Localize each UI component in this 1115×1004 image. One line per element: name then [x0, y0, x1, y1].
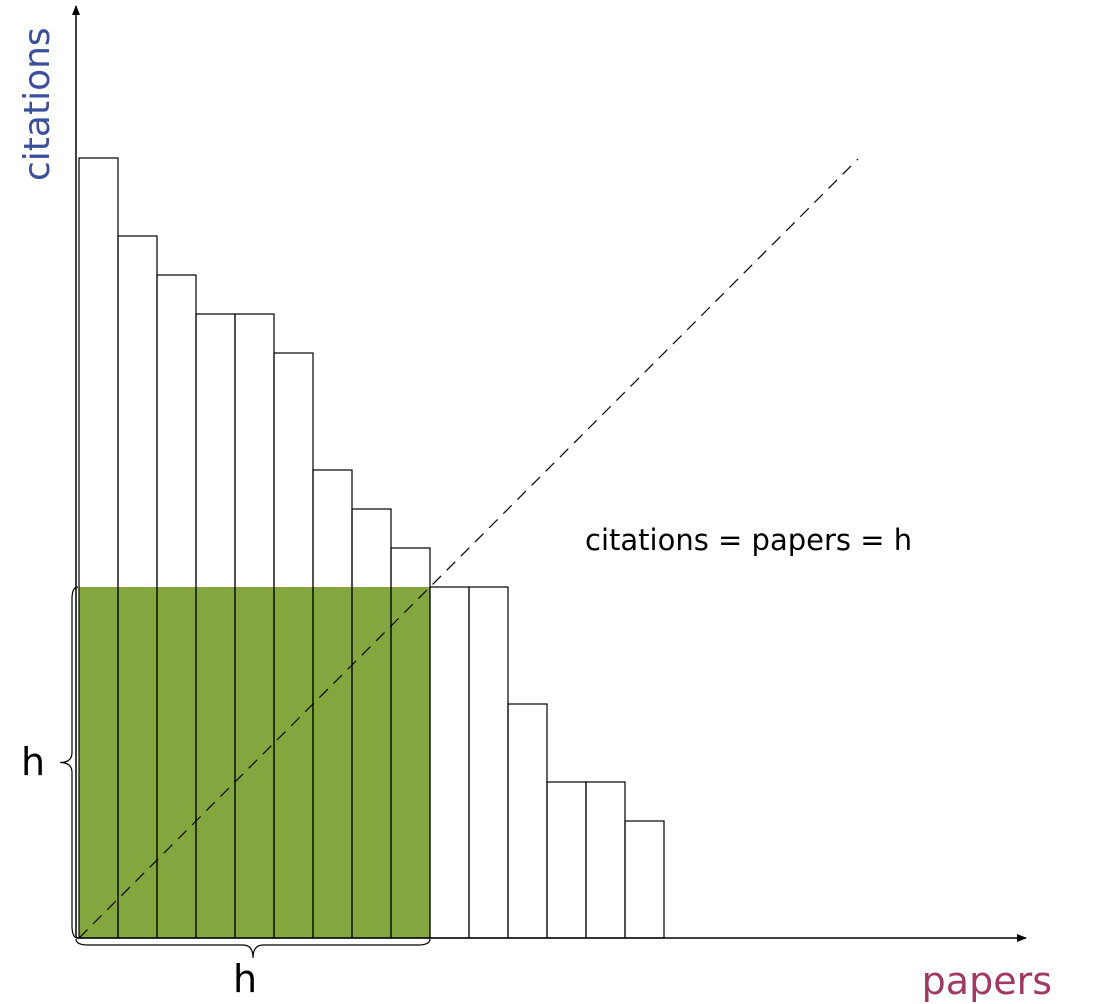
x-axis-label: papers: [922, 959, 1052, 1003]
y-axis-label: citations: [17, 27, 58, 181]
h-label-vertical: h: [21, 740, 45, 784]
h-label-horizontal: h: [233, 957, 257, 1001]
equation-label: citations = papers = h: [585, 523, 912, 557]
bar-paper-14: [585, 781, 626, 939]
bar-paper-11: [468, 586, 509, 939]
bar-paper-13: [546, 781, 587, 939]
brace-horizontal: [75, 938, 431, 959]
bar-paper-15: [624, 820, 665, 939]
diagonal-line: [78, 158, 859, 939]
bar-paper-10: [429, 586, 470, 939]
brace-vertical: [59, 586, 79, 939]
bar-paper-12: [507, 703, 548, 939]
